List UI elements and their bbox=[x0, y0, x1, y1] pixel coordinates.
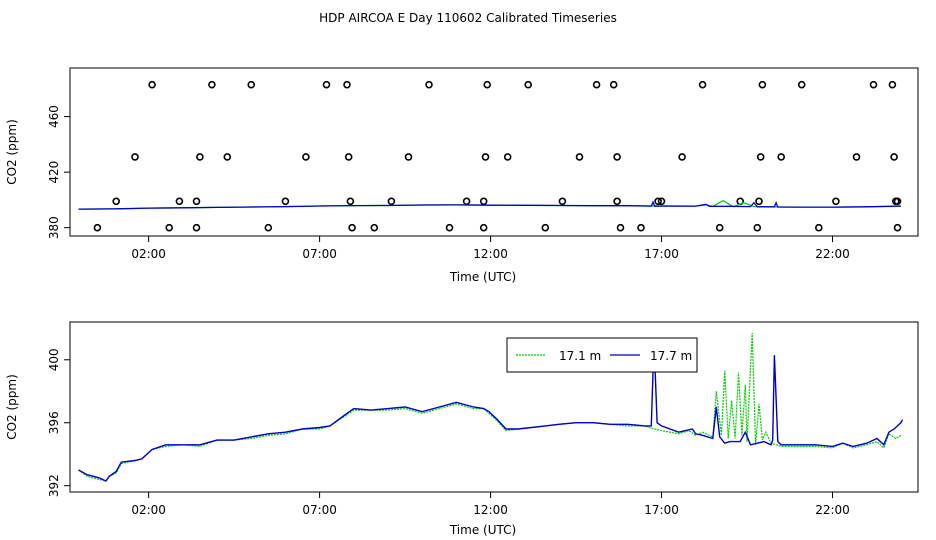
top-point-23 bbox=[425, 80, 433, 89]
top-point-3 bbox=[148, 80, 156, 89]
top-point-20 bbox=[370, 223, 379, 232]
top-point-27 bbox=[479, 197, 488, 206]
top-point-13 bbox=[281, 197, 290, 206]
top-point-32 bbox=[541, 223, 550, 232]
top-point-53 bbox=[814, 223, 823, 232]
top-point-21 bbox=[387, 197, 396, 206]
top-y-tick-label-0: 380 bbox=[47, 216, 61, 239]
top-x-tick-label-4: 22:00 bbox=[815, 247, 850, 261]
bottom-x-tick-label-3: 17:00 bbox=[644, 503, 679, 517]
top-point-10 bbox=[223, 153, 232, 161]
top-point-12 bbox=[264, 223, 273, 232]
top-point-4 bbox=[165, 223, 173, 232]
top-point-7 bbox=[192, 223, 201, 232]
top-point-48 bbox=[755, 197, 763, 206]
top-panel: 02:00 07:00 12:00 17:00 22:00 380 420 460 Time… bbox=[5, 67, 919, 284]
bottom-panel: 02:00 07:00 12:00 17:00 22:00 392 396 400 Time… bbox=[5, 321, 919, 537]
legend-label-17-7m: 17.7 m bbox=[650, 349, 692, 363]
bottom-x-axis-label: Time (UTC) bbox=[449, 523, 516, 537]
bottom-line-layer bbox=[78, 332, 904, 482]
top-point-35 bbox=[592, 80, 601, 89]
top-point-14 bbox=[302, 153, 310, 161]
top-point-52 bbox=[797, 80, 806, 89]
top-point-28 bbox=[479, 223, 488, 232]
bottom-x-tick-label-0: 02:00 bbox=[131, 503, 166, 517]
top-point-5 bbox=[175, 197, 184, 206]
top-point-1 bbox=[112, 197, 120, 206]
bottom-series-line-1 bbox=[78, 340, 904, 482]
top-point-2 bbox=[131, 153, 139, 161]
top-point-55 bbox=[852, 153, 861, 161]
top-point-47 bbox=[753, 223, 762, 232]
bottom-y-tick-label-1: 396 bbox=[47, 411, 61, 434]
top-point-layer bbox=[93, 80, 902, 232]
top-point-54 bbox=[832, 197, 840, 206]
top-point-18 bbox=[346, 197, 355, 206]
top-point-36 bbox=[609, 80, 618, 89]
top-point-44 bbox=[698, 80, 707, 89]
top-point-9 bbox=[208, 80, 216, 89]
top-point-19 bbox=[348, 223, 356, 232]
top-x-tick-label-0: 02:00 bbox=[131, 247, 166, 261]
bottom-y-axis-label: CO2 (ppm) bbox=[5, 374, 19, 440]
top-point-50 bbox=[758, 80, 767, 89]
top-point-25 bbox=[462, 197, 471, 206]
top-point-8 bbox=[196, 153, 204, 161]
bottom-y-tick-label-0: 392 bbox=[47, 474, 61, 497]
top-point-56 bbox=[869, 80, 878, 89]
top-point-37 bbox=[613, 153, 621, 161]
top-point-22 bbox=[404, 153, 413, 161]
top-point-51 bbox=[777, 153, 786, 161]
top-point-11 bbox=[247, 80, 255, 89]
top-point-49 bbox=[756, 153, 765, 161]
top-point-58 bbox=[890, 153, 898, 161]
top-point-57 bbox=[888, 80, 897, 89]
figure-title: HDP AIRCOA E Day 110602 Calibrated Times… bbox=[319, 11, 617, 25]
bottom-x-tick-label-4: 22:00 bbox=[815, 503, 850, 517]
top-point-40 bbox=[637, 223, 645, 232]
bottom-y-axis: 392 396 400 bbox=[47, 348, 70, 497]
top-point-38 bbox=[613, 197, 621, 206]
top-point-60 bbox=[893, 197, 902, 206]
bottom-y-tick-label-2: 400 bbox=[47, 348, 61, 371]
top-plot-frame bbox=[69, 67, 919, 237]
top-point-41 bbox=[654, 197, 662, 206]
top-point-15 bbox=[322, 80, 331, 89]
top-point-43 bbox=[678, 153, 686, 161]
top-point-24 bbox=[445, 223, 454, 232]
top-point-30 bbox=[503, 153, 512, 161]
top-line-layer bbox=[78, 199, 901, 210]
top-x-tick-label-3: 17:00 bbox=[644, 247, 679, 261]
top-point-45 bbox=[715, 223, 724, 232]
top-point-31 bbox=[524, 80, 533, 89]
top-x-axis: 02:00 07:00 12:00 17:00 22:00 bbox=[131, 236, 850, 261]
bottom-x-tick-label-2: 12:00 bbox=[473, 503, 508, 517]
top-point-6 bbox=[192, 197, 201, 206]
top-point-33 bbox=[558, 197, 567, 206]
top-x-tick-label-2: 12:00 bbox=[473, 247, 508, 261]
legend: 17.1 m 17.7 m bbox=[506, 337, 698, 373]
top-x-tick-label-1: 07:00 bbox=[302, 247, 337, 261]
bottom-series-line-0 bbox=[78, 332, 902, 482]
top-x-axis-label: Time (UTC) bbox=[449, 270, 516, 284]
top-point-29 bbox=[483, 80, 492, 89]
top-point-42 bbox=[657, 197, 666, 206]
top-point-34 bbox=[575, 153, 584, 161]
top-series-line-1 bbox=[78, 200, 901, 210]
top-point-17 bbox=[344, 153, 353, 161]
top-y-axis-label: CO2 (ppm) bbox=[5, 119, 19, 185]
top-point-0 bbox=[93, 223, 102, 232]
top-point-16 bbox=[343, 80, 351, 89]
bottom-x-tick-label-1: 07:00 bbox=[302, 503, 337, 517]
top-point-26 bbox=[481, 153, 490, 161]
top-y-tick-label-1: 420 bbox=[47, 161, 61, 184]
top-point-39 bbox=[616, 223, 625, 232]
bottom-plot-frame bbox=[69, 321, 919, 493]
legend-label-17-1m: 17.1 m bbox=[559, 349, 601, 363]
top-y-axis: 380 420 460 bbox=[47, 105, 70, 239]
top-y-tick-label-2: 460 bbox=[47, 105, 61, 128]
top-point-61 bbox=[893, 223, 902, 232]
bottom-x-axis: 02:00 07:00 12:00 17:00 22:00 bbox=[131, 492, 850, 517]
